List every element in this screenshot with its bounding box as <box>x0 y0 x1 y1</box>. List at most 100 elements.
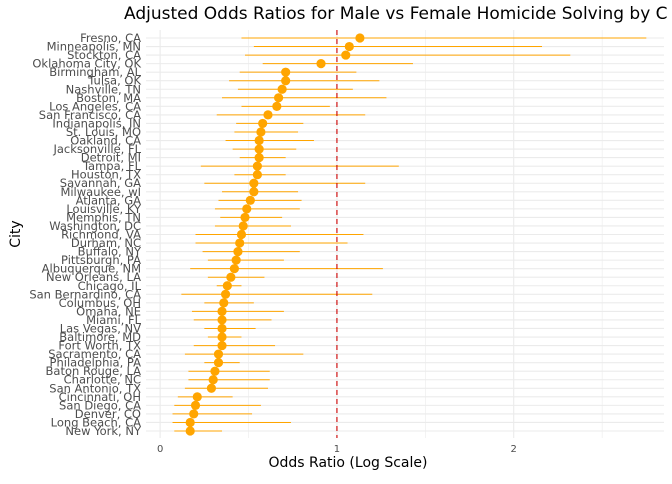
x-tick-label: 0 <box>157 444 163 455</box>
y-tick-label: Los Angeles, CA <box>49 99 141 113</box>
y-tick-label: Las Vegas, NV <box>60 321 141 335</box>
y-axis-label: City <box>8 220 24 248</box>
y-tick-label: Fresno, CA <box>80 31 141 45</box>
y-tick-label: Washington, DC <box>49 219 141 233</box>
chart-title: Adjusted Odds Ratios for Male vs Female … <box>124 4 668 24</box>
y-tick-label: Pittsburgh, PA <box>61 253 141 267</box>
y-tick-label: Denver, CO <box>75 407 141 421</box>
y-tick-label: San Bernardino, CA <box>29 287 141 301</box>
data-point <box>281 76 291 86</box>
data-point <box>220 289 231 299</box>
data-point <box>208 375 218 385</box>
y-tick-label: Columbus, OH <box>59 296 141 310</box>
y-tick-label: Detroit, MI <box>81 151 141 165</box>
x-tick-label: 2 <box>511 444 517 455</box>
y-tick-label: New Orleans, LA <box>46 270 141 284</box>
data-point <box>355 33 365 43</box>
data-point <box>236 229 247 240</box>
y-tick-label: Long Beach, CA <box>51 415 141 429</box>
y-tick-label: Minneapolis, MN <box>47 40 141 54</box>
y-tick-label: Oakland, CA <box>70 134 141 148</box>
y-tick-label: Baltimore, MD <box>59 330 141 344</box>
data-point <box>341 50 351 60</box>
data-point <box>233 246 243 257</box>
y-tick-label: San Antonio, TX <box>49 381 141 395</box>
y-tick-label: Nashville, TN <box>66 82 141 96</box>
y-tick-label: New York, NY <box>65 424 142 438</box>
x-axis-label: Odds Ratio (Log Scale) <box>268 455 428 471</box>
y-tick-label: Jacksonville, FL <box>52 142 141 156</box>
data-point <box>273 93 284 103</box>
y-tick-label: Milwaukee, wI <box>60 185 141 199</box>
y-tick-label: San Francisco, CA <box>39 108 141 122</box>
data-point <box>229 264 239 274</box>
data-point <box>256 127 266 137</box>
data-point <box>316 59 326 69</box>
data-point <box>242 204 252 214</box>
data-point <box>213 349 224 359</box>
data-point <box>238 221 248 231</box>
data-point <box>240 212 250 223</box>
y-tick-label: Tulsa, OK <box>87 74 141 88</box>
data-point <box>189 409 199 419</box>
data-point <box>213 358 224 368</box>
data-point <box>252 161 262 171</box>
data-point <box>222 281 232 291</box>
y-tick-label: Baton Rouge, LA <box>46 364 142 378</box>
data-point <box>217 332 227 342</box>
y-tick-label: Albuquerque, NM <box>42 262 141 276</box>
y-tick-label: Savannah, GA <box>60 176 141 190</box>
data-point <box>263 110 273 120</box>
y-tick-label: Chicago, IL <box>78 279 142 293</box>
y-tick-label: Durham, NC <box>71 236 141 250</box>
x-tick-label: 1 <box>334 444 340 455</box>
y-tick-label: St. Louis, MO <box>66 125 141 139</box>
y-tick-label: Memphis, TN <box>66 210 141 224</box>
data-point <box>210 366 220 376</box>
y-tick-label: Cincinnati, OH <box>59 390 141 404</box>
y-tick-label: Miami, FL <box>86 313 141 327</box>
y-tick-label: Richmond, VA <box>61 228 141 242</box>
data-point <box>254 153 264 163</box>
y-tick-label: Indianapolis, IN <box>52 116 141 130</box>
data-point <box>219 298 229 308</box>
data-point <box>277 84 287 94</box>
data-point <box>252 170 262 180</box>
y-tick-label: Omaha, NE <box>76 304 141 318</box>
data-point <box>206 383 217 393</box>
data-point <box>272 101 282 111</box>
y-tick-label: Houston, TX <box>71 168 141 182</box>
data-point <box>226 272 236 282</box>
data-point <box>254 144 264 154</box>
data-point <box>258 118 268 129</box>
data-point <box>249 178 259 188</box>
y-tick-label: Stockton, CA <box>67 48 141 62</box>
data-point <box>235 238 245 248</box>
data-point <box>217 340 227 351</box>
y-tick-label: Boston, MA <box>76 91 141 105</box>
y-tick-label: Birmingham, AL <box>49 65 141 79</box>
y-tick-label: Louisville, KY <box>66 202 142 216</box>
y-tick-label: Buffalo, NY <box>78 245 142 259</box>
y-tick-label: Sacramento, CA <box>48 347 141 361</box>
data-point <box>249 187 259 197</box>
y-tick-label: Oklahoma City, OK <box>32 57 141 71</box>
data-point <box>217 306 227 316</box>
data-point <box>185 417 195 428</box>
data-point <box>190 400 201 410</box>
data-point <box>344 41 354 52</box>
data-point <box>217 323 227 334</box>
data-point <box>217 315 227 325</box>
y-tick-label: Philadelphia, PA <box>50 356 142 370</box>
y-tick-label: Charlotte, NC <box>64 373 141 387</box>
data-point <box>185 426 195 436</box>
data-point <box>192 392 202 402</box>
y-tick-label: Fort Worth, TX <box>58 339 141 353</box>
y-tick-label: San Diego, CA <box>59 398 141 412</box>
data-point <box>254 135 264 146</box>
data-point <box>231 255 241 265</box>
data-point <box>245 195 255 205</box>
y-tick-label: Tampa, FL <box>82 159 142 173</box>
